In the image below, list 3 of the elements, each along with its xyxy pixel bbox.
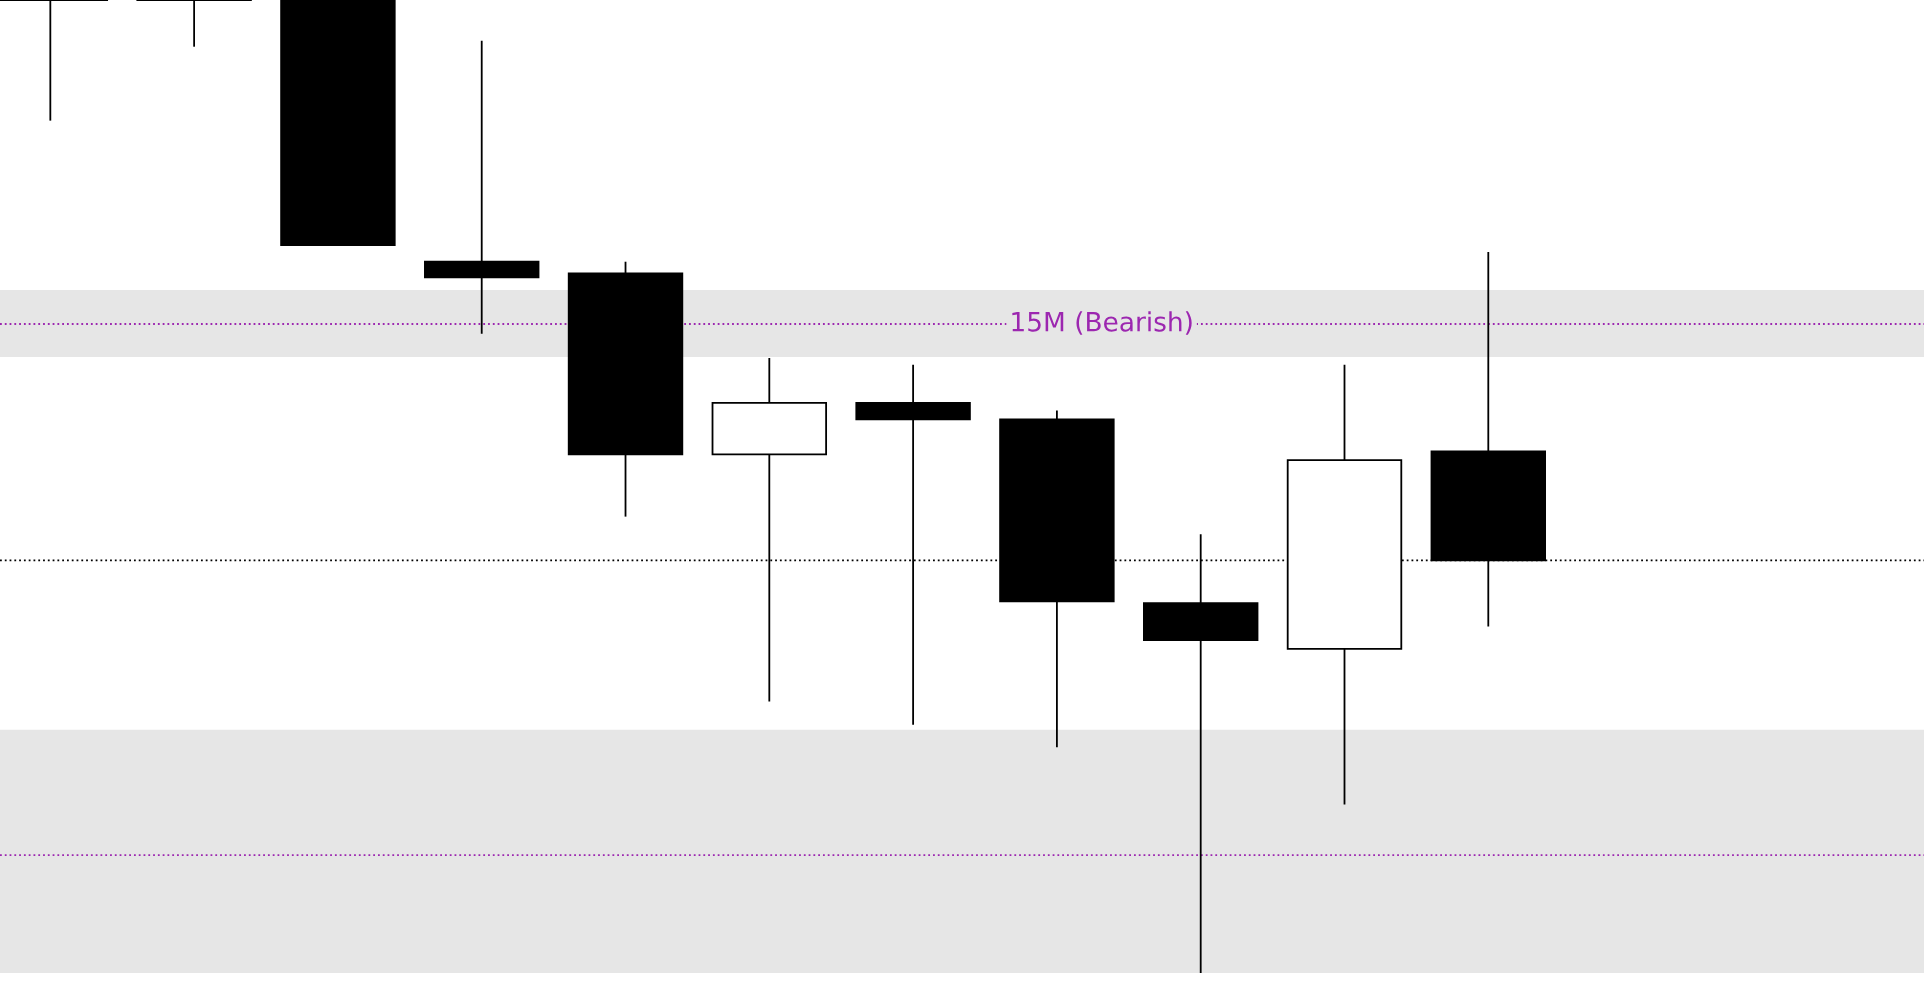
- ref-line-label: 15M (Bearish): [1012, 311, 1192, 335]
- candlestick: [136, 0, 252, 48]
- candlestick: [424, 39, 540, 335]
